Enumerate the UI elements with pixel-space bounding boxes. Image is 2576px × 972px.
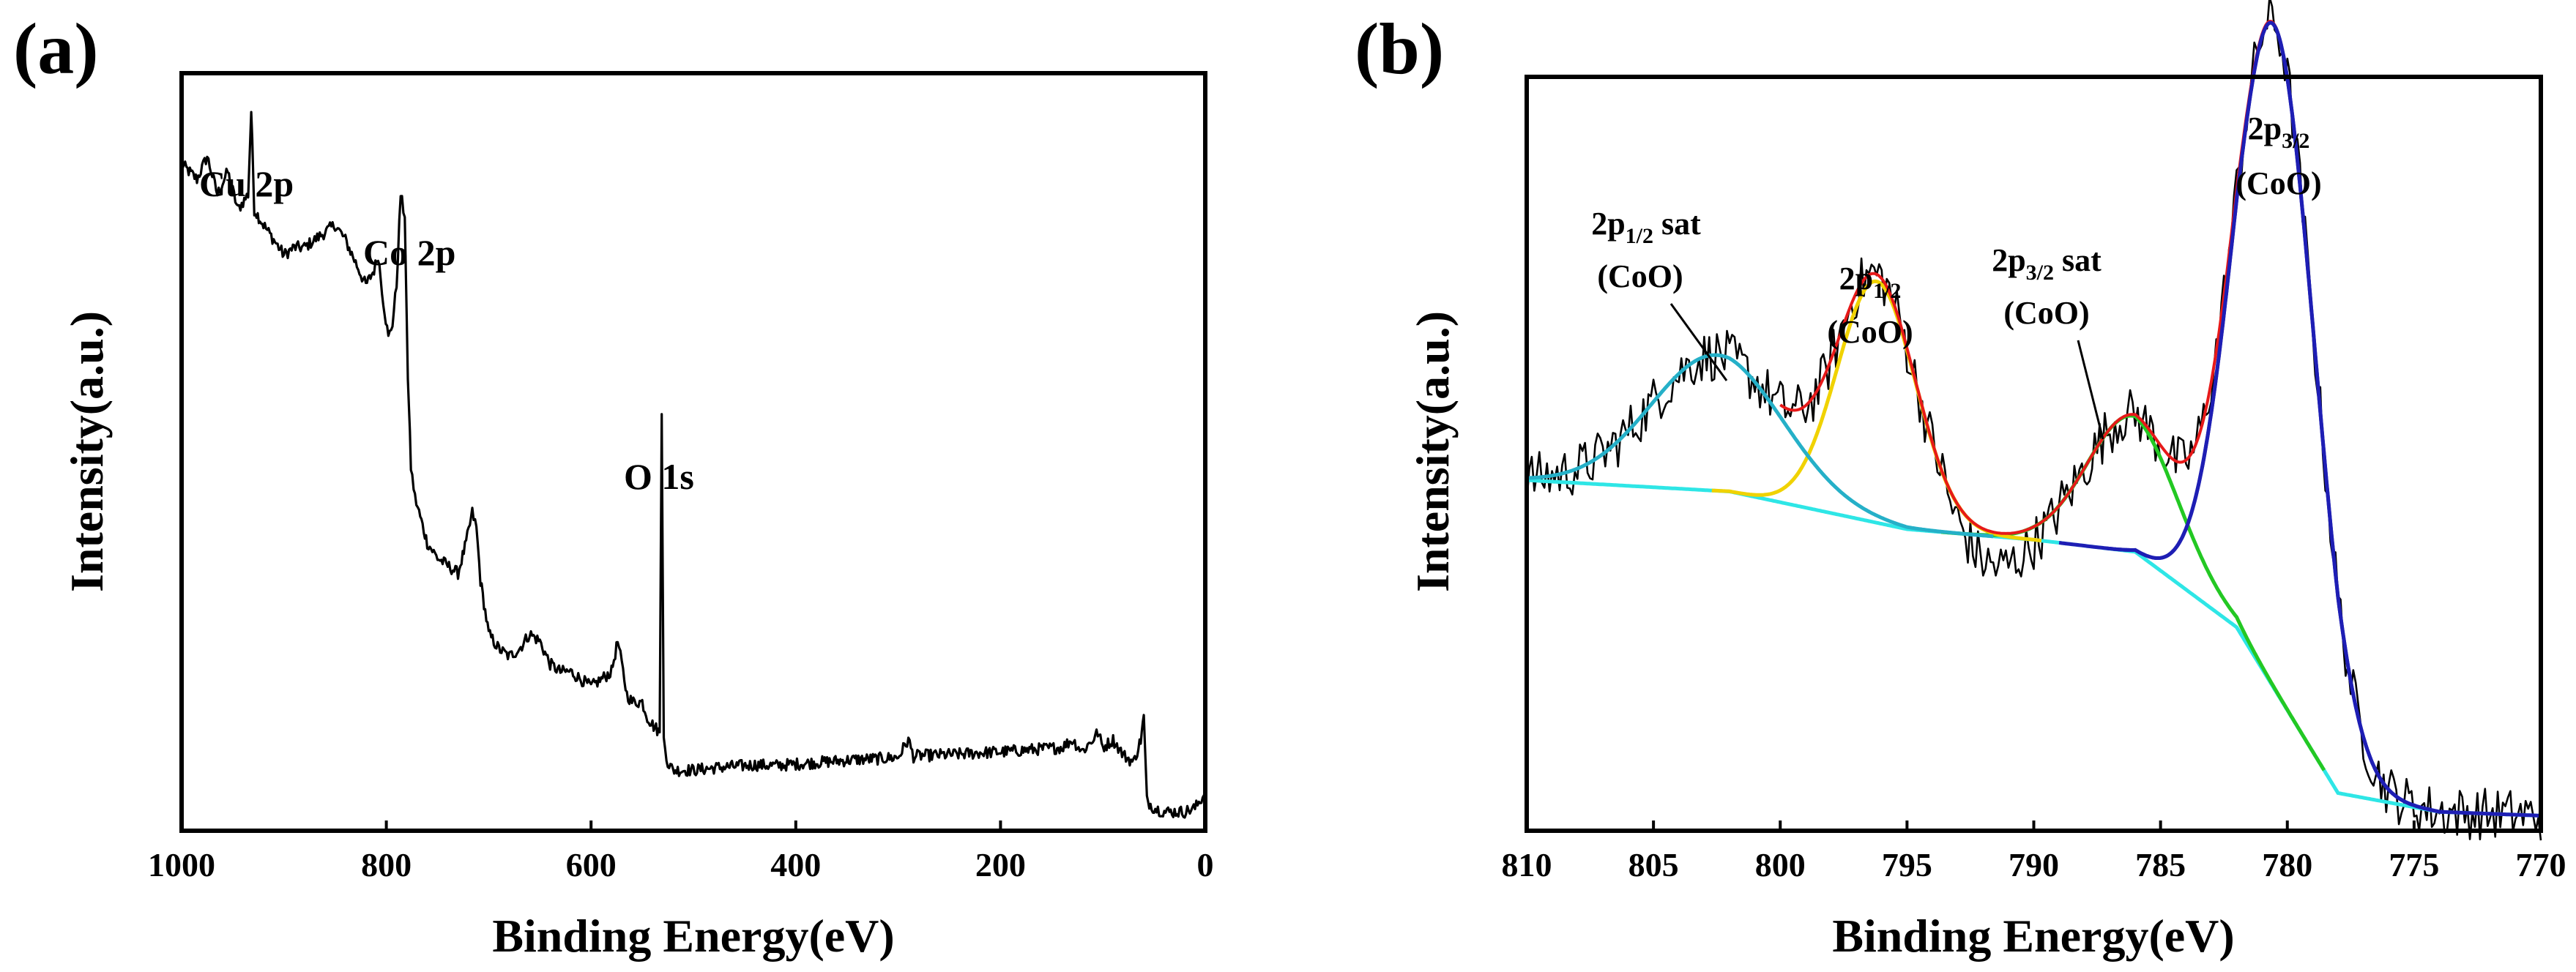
- panel-a-annotations: Cu 2p Co 2p O 1s: [199, 163, 694, 497]
- annotation-2p32: 2p3/2: [2248, 111, 2310, 153]
- panel-b-x-tick-label: 780: [2262, 846, 2312, 883]
- annotation-2p12-sat: 2p1/2 sat: [1591, 206, 1701, 248]
- panel-b-x-axis-title: Binding Energy(eV): [1832, 910, 2234, 962]
- panel-b-peak-2p12-sat: [1526, 353, 1994, 539]
- panel-b-x-tick-label: 785: [2135, 846, 2186, 883]
- annotation-2p32-sub: 3/2: [2282, 129, 2309, 153]
- panel-a-x-tick-label: 600: [566, 846, 617, 883]
- annotation-2p32-sat-line2: (CoO): [2003, 295, 2089, 331]
- annotation-2p12-sat-sub: 1/2: [1626, 224, 1653, 248]
- annotation-2p32-sat-suffix: sat: [2054, 242, 2102, 278]
- panel-a-x-tick-label: 200: [975, 846, 1026, 883]
- panel-b-x-tick-label: 805: [1628, 846, 1679, 883]
- panel-a-x-ticks: 1000 800 600 400 200 0: [148, 820, 1214, 883]
- annotation-2p32-sat-sub: 3/2: [2026, 261, 2054, 285]
- annotation-2p32-sat: 2p3/2 sat: [1992, 242, 2102, 285]
- panel-b-chart: (b) 810 805 800 795 790 785 780 775 770 2p1/2 sa…: [1355, 0, 2566, 962]
- panel-b-y-axis-title: Intensity(a.u.): [1407, 311, 1459, 592]
- panel-b-series-experimental: [1525, 0, 2542, 841]
- annotation-2p12-main: 2p: [1839, 261, 1873, 296]
- panel-b-x-tick-label: 800: [1755, 846, 1806, 883]
- annotation-cu-2p: Cu 2p: [199, 163, 294, 204]
- panel-b-series-background: [1526, 478, 2542, 818]
- annotation-o-1s: O 1s: [624, 456, 694, 497]
- annotation-2p12: 2p1/2: [1839, 261, 1902, 303]
- panel-a-x-tick-label: 0: [1197, 846, 1214, 883]
- panel-b-series-layer: [1525, 0, 2542, 841]
- leader-line-2p32-sat: [2077, 340, 2104, 440]
- panel-a-chart: (a) 1000 800 600 400 200 0 Cu 2p Co 2p O 1s B…: [13, 8, 1214, 962]
- panel-b-x-tick-label: 810: [1502, 846, 1552, 883]
- panel-b-x-tick-label: 790: [2009, 846, 2059, 883]
- panel-b-x-ticks: 810 805 800 795 790 785 780 775 770: [1502, 820, 2566, 883]
- panel-a-x-tick-label: 1000: [148, 846, 215, 883]
- panel-a-x-tick-label: 400: [770, 846, 821, 883]
- annotation-2p32-sat-main: 2p: [1992, 242, 2025, 278]
- annotation-2p32-main: 2p: [2248, 111, 2282, 146]
- panel-b-x-tick-label: 775: [2389, 846, 2439, 883]
- annotation-2p12-sat-suffix: sat: [1653, 206, 1701, 242]
- panel-a-x-axis-title: Binding Energy(eV): [492, 910, 894, 962]
- panel-b-x-tick-label: 795: [1882, 846, 1932, 883]
- leader-line-2p12-sat: [1669, 303, 1728, 381]
- panel-b-plot-frame: [1525, 75, 2543, 833]
- annotation-2p12-sub: 1/2: [1873, 279, 1901, 303]
- panel-b-label: (b): [1355, 8, 1444, 89]
- panel-a-y-axis-title: Intensity(a.u.): [61, 311, 113, 592]
- panel-a-series-layer: [180, 111, 1207, 819]
- annotation-2p12-sat-main: 2p: [1591, 206, 1625, 242]
- annotation-co-2p: Co 2p: [363, 232, 455, 273]
- annotation-2p12-line2: (CoO): [1827, 314, 1913, 350]
- panel-b-x-tick-label: 770: [2516, 846, 2566, 883]
- panel-a-x-tick-label: 800: [361, 846, 412, 883]
- annotation-2p12-sat-line2: (CoO): [1597, 258, 1683, 294]
- panel-b-annotations: 2p1/2 sat (CoO) 2p1/2 (CoO) 2p3/2 sat (C…: [1591, 111, 2322, 440]
- panel-a-plot-frame: [179, 71, 1207, 833]
- panel-a-series-survey: [180, 111, 1207, 819]
- panel-b-peak-2p32-sat: [1940, 414, 2326, 771]
- annotation-2p32-line2: (CoO): [2236, 165, 2321, 201]
- panel-a-label: (a): [13, 8, 99, 89]
- panel-b-peak-2p32-top: [2058, 20, 2542, 818]
